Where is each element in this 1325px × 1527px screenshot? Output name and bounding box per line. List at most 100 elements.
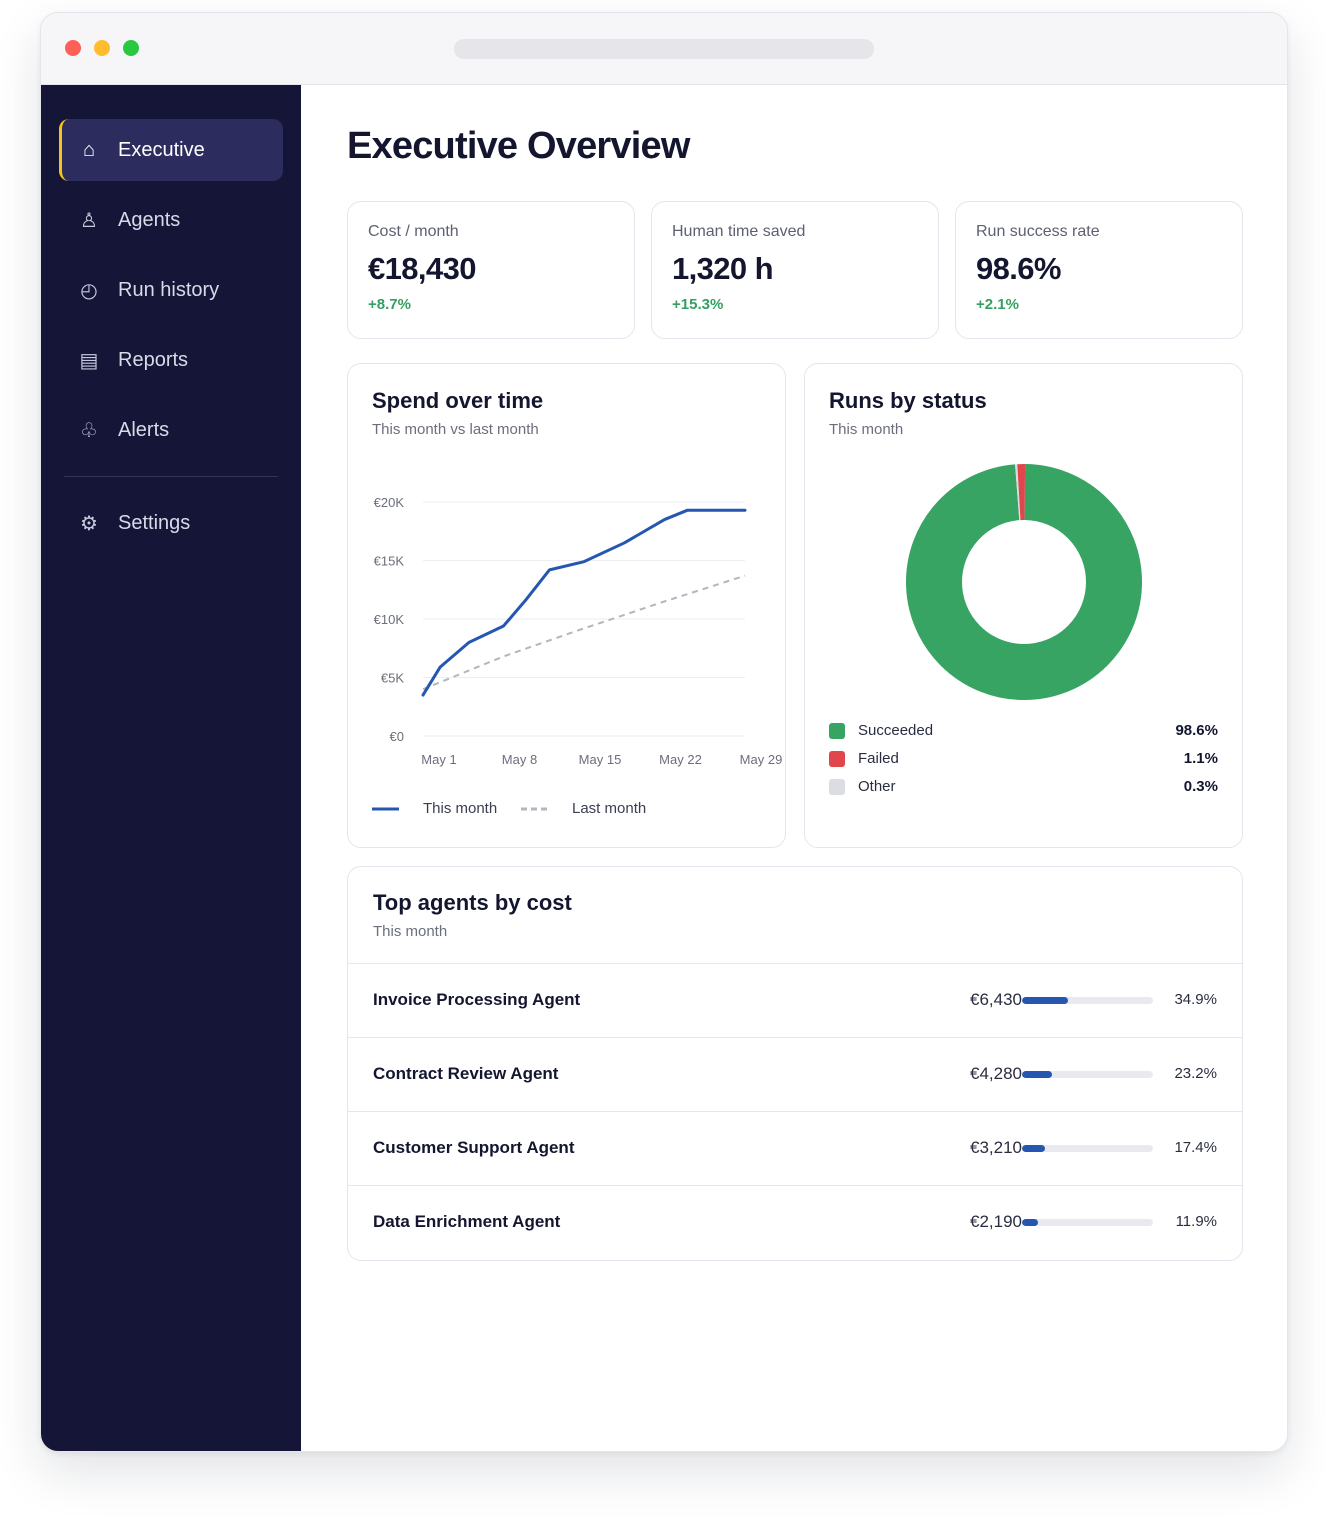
home-icon: ⌂ — [82, 138, 96, 161]
legend-percent: 1.1% — [1183, 750, 1218, 767]
kpi-value: €18,430 — [368, 251, 476, 286]
main-content: Executive Overview Cost / month €18,430 … — [301, 85, 1287, 1451]
sidebar-item-label: Alerts — [118, 418, 170, 441]
cost-share-bar — [1022, 1071, 1153, 1078]
y-tick-label: €5K — [381, 671, 404, 686]
kpi-card-success-rate: Run success rate 98.6% +2.1% — [955, 201, 1243, 339]
card-subtitle: This month — [373, 923, 448, 940]
card-subtitle: This month — [829, 421, 904, 438]
kpi-label: Human time saved — [672, 223, 806, 240]
sidebar-item-label: Executive — [118, 138, 205, 161]
runs-donut-chart — [906, 464, 1142, 700]
donut-slices — [906, 464, 1142, 700]
agent-cost: €6,430 — [970, 990, 1022, 1009]
agent-cost: €4,280 — [970, 1064, 1022, 1083]
table-row[interactable]: Data Enrichment Agent €2,190 11.9% — [348, 1185, 1242, 1260]
agent-share: 23.2% — [1174, 1065, 1217, 1082]
y-tick-label: €15K — [374, 554, 405, 569]
kpi-delta: +8.7% — [368, 296, 411, 313]
agent-name: Invoice Processing Agent — [373, 990, 581, 1009]
spend-line-chart: €0 €5K €10K €15K €20K May 1 May 8 May 15 May 22 M… — [374, 495, 783, 767]
legend-label: Succeeded — [858, 722, 934, 739]
y-tick-label: €0 — [390, 729, 404, 744]
agent-icon: ♙ — [80, 209, 98, 232]
cost-share-bar-fill — [1022, 1145, 1045, 1152]
kpi-delta: +2.1% — [976, 296, 1019, 313]
bell-icon: ♧ — [80, 419, 98, 442]
kpi-card-time-saved: Human time saved 1,320 h +15.3% — [651, 201, 939, 339]
cost-share-bar-fill — [1022, 1071, 1053, 1078]
close-window-button[interactable] — [65, 40, 81, 56]
clock-icon: ◴ — [80, 279, 98, 302]
legend-label: Last month — [572, 800, 647, 817]
series-line-last-month — [422, 574, 746, 691]
gear-icon: ⚙ — [80, 512, 98, 535]
sidebar-item-settings[interactable]: ⚙ Settings — [59, 492, 283, 554]
x-tick-label: May 15 — [579, 752, 622, 767]
cost-share-bar-fill — [1022, 1219, 1038, 1226]
cost-share-bar-fill — [1022, 997, 1068, 1004]
agent-share: 17.4% — [1174, 1139, 1217, 1156]
cost-share-bar — [1022, 1145, 1153, 1152]
sidebar-item-agents[interactable]: ♙ Agents — [59, 189, 283, 251]
sidebar-item-label: Agents — [118, 208, 181, 231]
legend-this-month: This month — [372, 800, 497, 817]
legend-label: Failed — [858, 750, 899, 767]
minimize-window-button[interactable] — [94, 40, 110, 56]
spend-chart-card: Spend over time This month vs last month… — [347, 363, 786, 848]
agent-share: 11.9% — [1175, 1213, 1217, 1230]
kpi-value: 98.6% — [976, 251, 1062, 286]
zoom-window-button[interactable] — [123, 40, 139, 56]
agent-name: Customer Support Agent — [373, 1138, 575, 1157]
legend-succeeded: Succeeded — [829, 722, 933, 739]
kpi-label: Run success rate — [976, 223, 1100, 240]
legend-failed: Failed — [829, 750, 899, 767]
legend-swatch — [829, 778, 845, 795]
sidebar-item-label: Settings — [118, 511, 191, 534]
sidebar-divider — [64, 476, 278, 477]
agent-share: 34.9% — [1174, 991, 1217, 1008]
x-tick-label: May 22 — [659, 752, 702, 767]
top-agents-card: Top agents by cost This month Invoice Pr… — [347, 866, 1243, 1261]
sidebar-item-run-history[interactable]: ◴ Run history — [59, 259, 283, 321]
runs-status-card: Runs by status This month Succeeded 98.6… — [804, 363, 1243, 848]
x-tick-label: May 1 — [421, 752, 456, 767]
kpi-label: Cost / month — [368, 223, 459, 240]
sidebar-item-executive[interactable]: ⌂ Executive — [59, 119, 283, 181]
card-title: Spend over time — [372, 388, 544, 413]
table-row[interactable]: Customer Support Agent €3,210 17.4% — [348, 1111, 1242, 1186]
donut-slice-failed — [906, 464, 1142, 700]
page-title: Executive Overview — [347, 125, 690, 167]
cost-share-bar — [1022, 997, 1153, 1004]
legend-dashed-line-icon — [521, 807, 548, 810]
address-bar[interactable] — [454, 39, 874, 59]
sidebar: ⌂ Executive ♙ Agents ◴ Run history ▤ Rep… — [41, 85, 301, 1451]
y-tick-label: €20K — [374, 495, 405, 510]
x-tick-label: May 8 — [502, 752, 537, 767]
kpi-value: 1,320 h — [672, 251, 774, 286]
legend-label: This month — [423, 800, 498, 817]
table-row[interactable]: Invoice Processing Agent €6,430 34.9% — [348, 963, 1242, 1038]
card-title: Runs by status — [829, 388, 987, 413]
legend-last-month: Last month — [521, 800, 646, 817]
sidebar-item-reports[interactable]: ▤ Reports — [59, 329, 283, 391]
browser-window: ⌂ Executive ♙ Agents ◴ Run history ▤ Rep… — [40, 12, 1288, 1452]
agent-cost: €2,190 — [970, 1212, 1022, 1231]
legend-other: Other — [829, 778, 896, 795]
legend-swatch — [829, 722, 845, 739]
table-row[interactable]: Contract Review Agent €4,280 23.2% — [348, 1037, 1242, 1112]
legend-percent: 0.3% — [1183, 778, 1218, 795]
sidebar-item-alerts[interactable]: ♧ Alerts — [59, 399, 283, 461]
agent-name: Contract Review Agent — [373, 1064, 559, 1083]
card-subtitle: This month vs last month — [372, 421, 539, 438]
y-tick-label: €10K — [374, 612, 405, 627]
legend-label: Other — [858, 778, 896, 795]
report-icon: ▤ — [79, 349, 99, 372]
sidebar-item-label: Reports — [118, 348, 189, 371]
series-line-this-month — [421, 508, 747, 697]
kpi-card-cost: Cost / month €18,430 +8.7% — [347, 201, 635, 339]
x-tick-label: May 29 — [740, 752, 783, 767]
sidebar-item-label: Run history — [118, 278, 220, 301]
legend-swatch — [829, 750, 845, 767]
legend-solid-line-icon — [372, 807, 399, 810]
